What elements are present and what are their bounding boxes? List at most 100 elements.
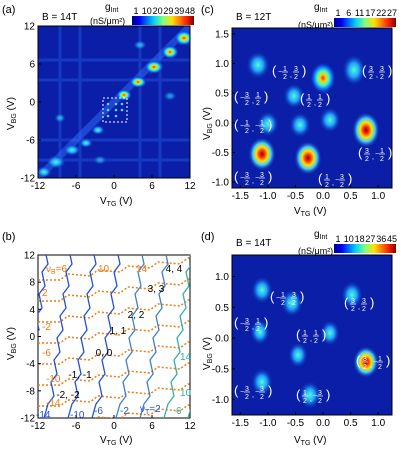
blue-line bbox=[38, 255, 49, 333]
denominator: 2 bbox=[380, 74, 384, 81]
denominator: 2 bbox=[340, 182, 344, 189]
x-tick-label: -1.5 bbox=[232, 418, 250, 429]
panel-a-yticks: 12 6 0 -6 -12 bbox=[21, 22, 41, 185]
nu-t-label: νT=2 bbox=[140, 404, 161, 416]
minus: − bbox=[255, 123, 259, 130]
panel-a-cbar-title: gInt bbox=[105, 2, 118, 14]
minus: − bbox=[375, 151, 379, 158]
fraction-annotation: (−32,12) bbox=[234, 315, 268, 333]
y-tick-label: -8 bbox=[26, 386, 35, 397]
panel-a: (a) B = 14T gInt (nS/μm²) 1 10 20 29 39 48 bbox=[2, 2, 196, 208]
denominator: 2 bbox=[362, 306, 366, 313]
numerator: 3 bbox=[351, 298, 355, 305]
cbar-tick-label: 1 bbox=[335, 234, 340, 244]
numerator: 1 bbox=[307, 94, 311, 101]
x-tick-label: -6 bbox=[72, 181, 81, 192]
blue-label: 6 bbox=[176, 406, 182, 417]
paren: ( bbox=[234, 169, 239, 184]
y-tick-label: 0 bbox=[29, 98, 35, 109]
minus: − bbox=[240, 95, 244, 102]
minus: − bbox=[278, 69, 282, 76]
paren: ) bbox=[388, 145, 392, 160]
paren: ) bbox=[264, 89, 268, 104]
paren: ( bbox=[234, 315, 239, 330]
denominator: 2 bbox=[281, 300, 285, 307]
minus: − bbox=[240, 175, 244, 182]
paren: ( bbox=[318, 171, 323, 186]
paren: ( bbox=[234, 89, 239, 104]
blue-line bbox=[67, 255, 97, 418]
blue-line bbox=[163, 255, 190, 418]
x-tick-label: 12 bbox=[184, 181, 196, 192]
filling-label: 2, 2 bbox=[128, 310, 145, 321]
numerator: 1 bbox=[378, 356, 382, 363]
x-tick-label: 1.0 bbox=[371, 191, 385, 202]
panel-c-ylabel: VBG (V) bbox=[202, 107, 214, 140]
paren: ) bbox=[268, 383, 272, 398]
comma: , bbox=[252, 126, 254, 133]
cbar-tick-label: 27 bbox=[365, 234, 375, 244]
panel-d-field: B = 14T bbox=[236, 238, 271, 249]
paren: ) bbox=[370, 295, 374, 310]
denominator: 2 bbox=[314, 338, 318, 345]
paren: ) bbox=[322, 327, 326, 342]
denominator: 2 bbox=[325, 182, 329, 189]
numerator: 3 bbox=[369, 66, 373, 73]
numerator: 1 bbox=[256, 92, 260, 99]
numerator: 3 bbox=[294, 66, 298, 73]
fraction-annotation: (−12, −12) bbox=[234, 117, 272, 135]
y-tick-label: 4 bbox=[29, 305, 35, 316]
y-tick-label: 1.5 bbox=[215, 29, 229, 40]
numerator: 3 bbox=[245, 172, 249, 179]
minus: − bbox=[240, 389, 244, 396]
filling-label: 3, 3 bbox=[148, 284, 165, 295]
panel-c-annotations: (−12,32)(32,32)(−32,12)(12,12)(−12, −12)(… bbox=[234, 63, 392, 189]
blue-label: -14 bbox=[36, 410, 51, 421]
paren: ) bbox=[386, 353, 390, 368]
comma: , bbox=[310, 396, 312, 403]
panel-c-xlabel: VTG (V) bbox=[294, 206, 327, 218]
numerator: 3 bbox=[245, 92, 249, 99]
panel-a-ylabel: VBG (V) bbox=[6, 97, 18, 130]
cbar-tick-label: 27 bbox=[387, 8, 397, 18]
comma: , bbox=[252, 98, 254, 105]
numerator: 3 bbox=[380, 66, 384, 73]
panel-a-features bbox=[38, 26, 190, 178]
denominator: 2 bbox=[245, 326, 249, 333]
x-tick-label: -12 bbox=[31, 421, 46, 432]
fraction-annotation: (32,32) bbox=[344, 295, 374, 313]
y-tick-label: 6 bbox=[29, 60, 35, 71]
minus: − bbox=[313, 393, 317, 400]
panel-d-ylabel: VBG (V) bbox=[202, 337, 214, 370]
panel-b-xticks: -12 -6 0 6 12 bbox=[31, 415, 196, 432]
panel-a-label: (a) bbox=[2, 4, 15, 16]
panel-d-cbar-title: gInt bbox=[314, 229, 327, 241]
comma: , bbox=[372, 154, 374, 161]
x-tick-label: 0.0 bbox=[316, 191, 330, 202]
y-tick-label: 12 bbox=[24, 22, 36, 33]
x-tick-label: 6 bbox=[149, 421, 155, 432]
orange-label: -6 bbox=[42, 348, 51, 359]
numerator: 1 bbox=[325, 174, 329, 181]
numerator: 3 bbox=[245, 386, 249, 393]
panel-d: (d) B = 14T gInt (nS/μm²) 1 10 18 27 36 45 (−… bbox=[201, 229, 397, 447]
panel-d-cbar-ticks: 1 10 18 27 36 45 bbox=[335, 234, 397, 244]
filling-label: 0, 0 bbox=[96, 348, 113, 359]
blue-label: -6 bbox=[94, 406, 103, 417]
panel-d-annotations: (−12,32)(32,32)(−32,12)(12,12)(32, −12)(−… bbox=[234, 289, 390, 405]
panel-c-cbar-title: gInt bbox=[314, 2, 327, 14]
numerator: 1 bbox=[260, 120, 264, 127]
panel-d-yticks: 1.0 0.5 0.0 -0.5 -1.0 bbox=[212, 272, 235, 406]
paren: ) bbox=[302, 63, 306, 78]
panel-c-frame bbox=[231, 27, 393, 189]
blue-label: -10 bbox=[70, 410, 85, 421]
comma: , bbox=[288, 298, 290, 305]
paren: ( bbox=[356, 353, 361, 368]
panel-c-features bbox=[246, 51, 380, 175]
filling-label: 4, 4 bbox=[166, 264, 183, 275]
x-tick-label: 6 bbox=[149, 181, 155, 192]
comma: , bbox=[332, 180, 334, 187]
y-tick-label: -4 bbox=[26, 359, 35, 370]
denominator: 2 bbox=[303, 398, 307, 405]
blue-line bbox=[43, 255, 73, 418]
